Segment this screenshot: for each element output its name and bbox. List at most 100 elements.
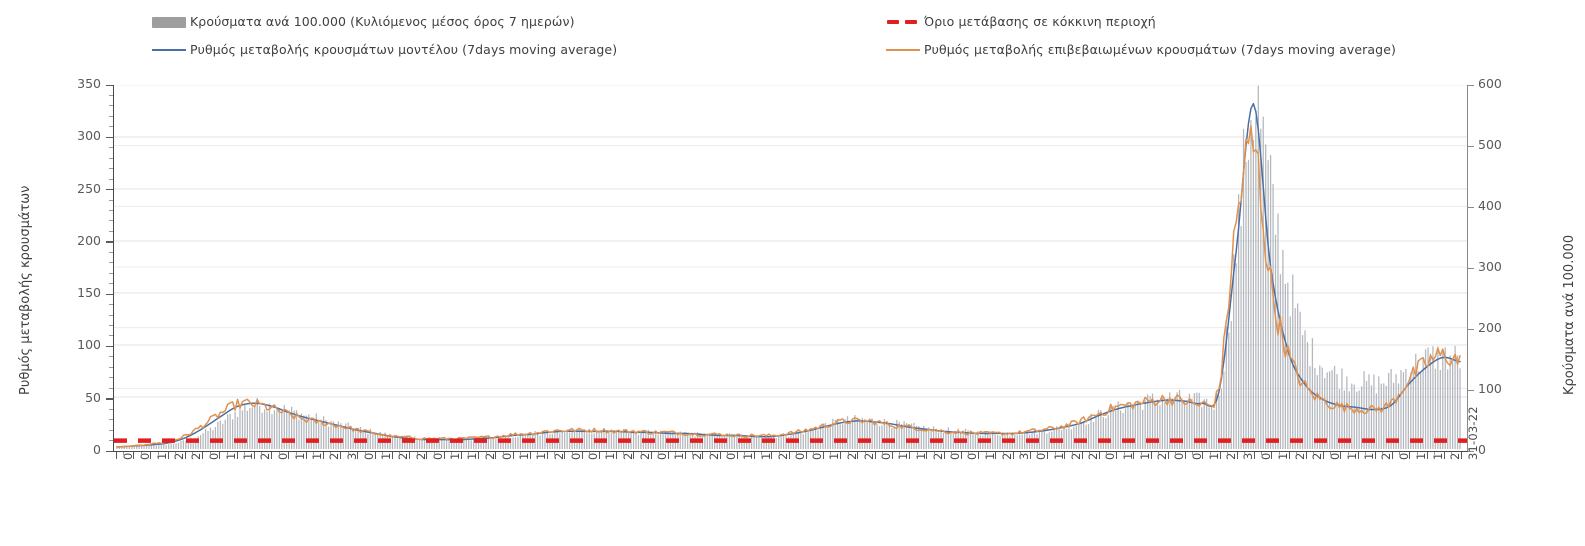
- bar: [1260, 128, 1262, 449]
- bar: [1097, 409, 1100, 449]
- bar: [834, 419, 836, 449]
- bar: [952, 431, 954, 449]
- bar: [224, 419, 226, 449]
- bar: [1016, 435, 1018, 449]
- bar: [286, 410, 288, 449]
- y-axis-tick-left: [106, 84, 113, 86]
- bar: [898, 421, 900, 449]
- y-axis-minor-tick-left: [109, 220, 113, 222]
- bar: [854, 415, 856, 449]
- bar: [726, 436, 728, 449]
- legend-label-confirmed-growth-rate: Ρυθμός μεταβολής επιβεβαιωμένων κρουσμάτ…: [924, 42, 1396, 57]
- x-axis-tick: [1443, 451, 1445, 459]
- bar: [305, 415, 308, 449]
- x-axis-minor-tick: [985, 451, 987, 455]
- bar: [185, 440, 187, 449]
- x-axis-tick: [322, 451, 324, 459]
- plot-area: [113, 85, 1468, 451]
- x-axis-minor-tick: [933, 451, 935, 455]
- bar: [322, 416, 325, 449]
- bar: [219, 420, 221, 449]
- bar: [199, 435, 202, 449]
- bar: [1176, 392, 1178, 449]
- bar: [268, 403, 271, 449]
- bar: [1068, 423, 1070, 449]
- bar: [682, 434, 684, 449]
- bar: [1380, 383, 1382, 449]
- bar: [1373, 374, 1375, 449]
- bar: [753, 434, 755, 449]
- bar: [913, 422, 915, 449]
- y-axis-tick-left: [106, 136, 113, 139]
- bar: [1400, 370, 1402, 449]
- bar: [300, 413, 303, 449]
- x-axis-minor-tick: [882, 451, 884, 455]
- bar: [568, 432, 571, 449]
- bar: [706, 435, 708, 449]
- x-axis-tick: [184, 451, 186, 459]
- x-axis-minor-tick: [1020, 451, 1022, 455]
- bar: [1087, 424, 1090, 449]
- bar: [844, 419, 846, 449]
- x-axis-tick: [288, 451, 290, 459]
- x-axis-minor-tick: [778, 451, 780, 455]
- bar: [1434, 368, 1437, 449]
- bar: [222, 423, 224, 449]
- bar: [1368, 374, 1370, 449]
- x-axis-minor-tick: [623, 451, 625, 455]
- bar: [883, 419, 886, 449]
- bar: [214, 427, 217, 449]
- bar: [1314, 367, 1316, 449]
- bar: [468, 439, 470, 449]
- bar: [1257, 85, 1259, 449]
- bar: [357, 427, 359, 449]
- x-axis-minor-tick: [709, 451, 711, 455]
- legend-label-cases-per-100k: Κρούσματα ανά 100.000 (Κυλιόμενος μέσος …: [190, 14, 575, 29]
- bar: [856, 418, 859, 449]
- bar: [1183, 400, 1186, 449]
- series-line-confirmed: [116, 124, 1461, 448]
- bar: [1245, 162, 1247, 449]
- x-axis-tick: [305, 451, 307, 459]
- y-axis-tick-label-right: 600: [1478, 76, 1502, 91]
- x-axis-minor-tick: [278, 451, 280, 455]
- x-axis-minor-tick: [313, 451, 315, 455]
- bar: [320, 419, 322, 449]
- bar: [123, 445, 126, 449]
- bar: [1041, 429, 1043, 449]
- bar: [1166, 398, 1168, 449]
- bar: [423, 438, 426, 449]
- bar: [655, 433, 657, 449]
- bar: [460, 439, 462, 449]
- y-axis-minor-tick-left: [109, 126, 113, 128]
- x-axis-tick: [1150, 451, 1152, 459]
- bar: [340, 423, 342, 449]
- bar: [827, 425, 829, 449]
- bar: [1070, 429, 1073, 449]
- bar: [514, 437, 517, 449]
- bar: [903, 421, 905, 449]
- bar: [172, 443, 175, 449]
- bar: [1110, 404, 1112, 449]
- x-axis-tick: [650, 451, 652, 459]
- bar: [684, 432, 686, 449]
- bar: [819, 425, 822, 449]
- bar: [118, 446, 121, 449]
- x-axis-tick: [1202, 451, 1204, 459]
- x-axis-tick: [805, 451, 807, 459]
- bar: [1415, 353, 1417, 449]
- y-axis-minor-tick-left: [109, 429, 113, 431]
- bar: [495, 438, 497, 449]
- bar: [760, 437, 763, 449]
- bar: [453, 439, 455, 449]
- bar: [1092, 421, 1095, 449]
- bar: [458, 438, 460, 449]
- y-axis-tick-label-right: 200: [1478, 320, 1502, 335]
- x-axis-minor-tick: [1071, 451, 1073, 455]
- bar: [541, 430, 544, 449]
- bar: [136, 445, 138, 449]
- bar: [859, 420, 861, 449]
- bar: [829, 428, 831, 449]
- y-axis-tick-label-right: 500: [1478, 137, 1502, 152]
- x-axis-minor-tick: [1123, 451, 1125, 455]
